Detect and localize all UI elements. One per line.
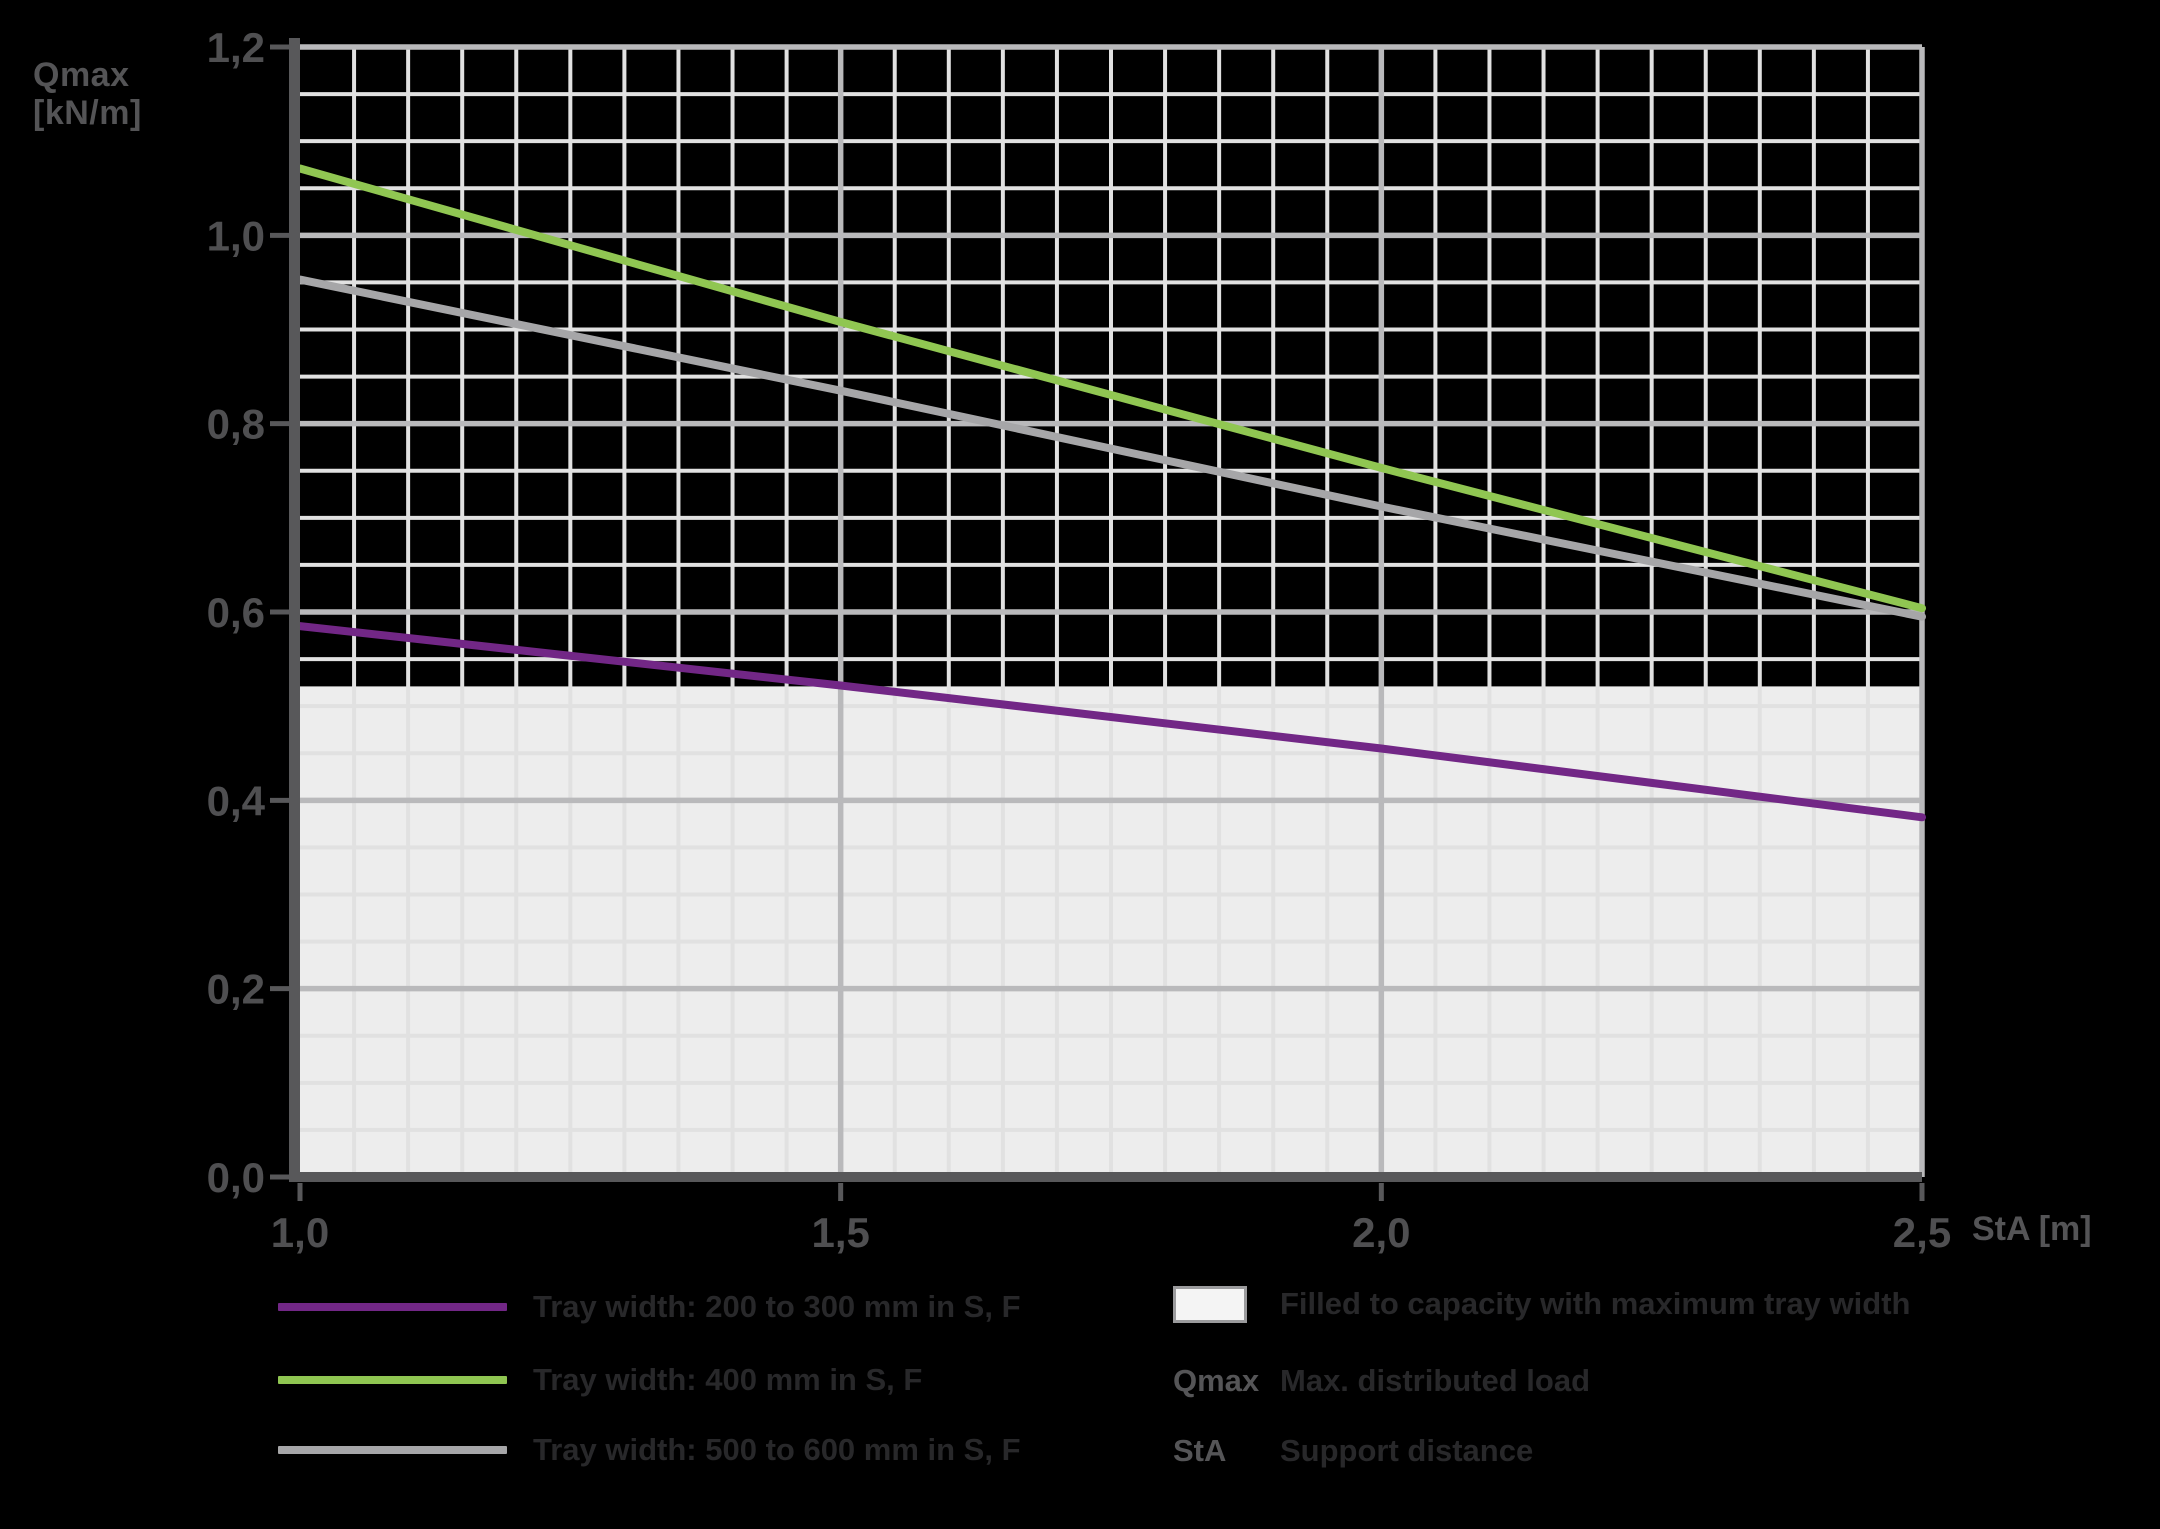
x-tick-label: 1,0: [271, 1209, 329, 1256]
series-line-2: [296, 275, 1926, 621]
legend-swatch-gray-line: [278, 1446, 507, 1454]
legend-label: Tray width: 500 to 600 mm in S, F: [533, 1432, 1021, 1467]
legend-item-filled-region: Filled to capacity with maximum tray wid…: [1173, 1285, 1911, 1323]
y-axis-title-name: Qmax: [33, 56, 130, 94]
legend-definition-qmax: Qmax Max. distributed load: [1173, 1363, 1591, 1398]
x-tick-label: 1,5: [811, 1209, 869, 1256]
x-tick-label: 2,5: [1893, 1209, 1951, 1256]
legend-swatch-filled-region: [1173, 1285, 1247, 1323]
y-axis-title-unit: [kN/m]: [33, 94, 142, 132]
legend-swatch-green-line: [278, 1376, 507, 1384]
legend-label: Filled to capacity with maximum tray wid…: [1280, 1286, 1911, 1321]
x-tick-label: 2,0: [1352, 1209, 1410, 1256]
y-tick-label: 0,2: [207, 966, 265, 1013]
legend-definition-sta: StA Support distance: [1173, 1433, 1534, 1468]
series-line-0: [296, 622, 1926, 822]
definition-term: Qmax: [1173, 1363, 1260, 1398]
y-tick-label: 1,2: [207, 24, 265, 71]
legend-item-tray-500-600: Tray width: 500 to 600 mm in S, F: [278, 1432, 1021, 1467]
series-line-1: [296, 164, 1926, 613]
y-tick-label: 1,0: [207, 212, 265, 259]
y-tick-label: 0,8: [207, 401, 265, 448]
legend-item-tray-200-300: Tray width: 200 to 300 mm in S, F: [278, 1289, 1021, 1324]
definition-term: StA: [1173, 1433, 1227, 1468]
y-tick-label: 0,0: [207, 1154, 265, 1201]
definition-description: Max. distributed load: [1280, 1363, 1591, 1398]
legend-label: Tray width: 400 mm in S, F: [533, 1362, 923, 1397]
x-axis-unit-label: StA [m]: [1972, 1210, 2092, 1248]
y-axis-title: Qmax [kN/m]: [33, 56, 142, 132]
y-tick-label: 0,4: [207, 777, 266, 824]
legend-swatch-purple-line: [278, 1303, 507, 1311]
legend-item-tray-400: Tray width: 400 mm in S, F: [278, 1362, 923, 1397]
axis-ticks: [270, 44, 1925, 1201]
definition-description: Support distance: [1280, 1433, 1534, 1468]
legend-label: Tray width: 200 to 300 mm in S, F: [533, 1289, 1021, 1324]
y-tick-label: 0,6: [207, 589, 265, 636]
